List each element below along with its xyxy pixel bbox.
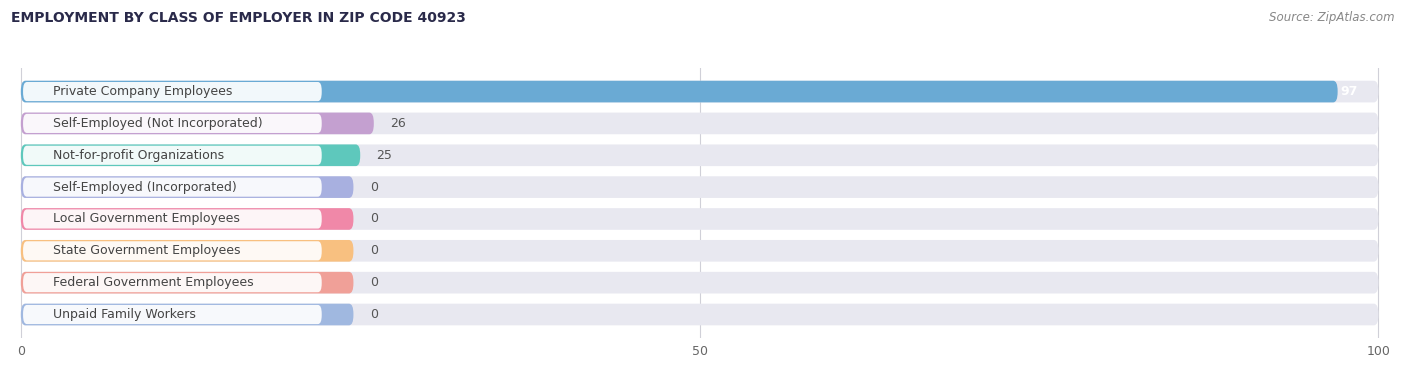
FancyBboxPatch shape — [21, 208, 1378, 230]
FancyBboxPatch shape — [21, 144, 360, 166]
Text: 0: 0 — [370, 180, 378, 194]
FancyBboxPatch shape — [21, 304, 1378, 325]
Text: 25: 25 — [377, 149, 392, 162]
Text: Self-Employed (Not Incorporated): Self-Employed (Not Incorporated) — [53, 117, 263, 130]
FancyBboxPatch shape — [21, 272, 1378, 294]
FancyBboxPatch shape — [21, 81, 1378, 102]
Text: 0: 0 — [370, 308, 378, 321]
FancyBboxPatch shape — [22, 241, 322, 260]
FancyBboxPatch shape — [21, 240, 1378, 262]
FancyBboxPatch shape — [21, 144, 1378, 166]
Text: Self-Employed (Incorporated): Self-Employed (Incorporated) — [53, 180, 236, 194]
FancyBboxPatch shape — [22, 177, 322, 197]
FancyBboxPatch shape — [21, 176, 1378, 198]
FancyBboxPatch shape — [22, 305, 322, 324]
Text: 0: 0 — [370, 244, 378, 257]
Text: Source: ZipAtlas.com: Source: ZipAtlas.com — [1270, 11, 1395, 24]
Text: 0: 0 — [370, 212, 378, 226]
Text: Federal Government Employees: Federal Government Employees — [53, 276, 253, 289]
FancyBboxPatch shape — [22, 209, 322, 229]
FancyBboxPatch shape — [21, 272, 353, 294]
FancyBboxPatch shape — [21, 112, 374, 134]
FancyBboxPatch shape — [21, 208, 353, 230]
Text: 26: 26 — [389, 117, 406, 130]
FancyBboxPatch shape — [22, 273, 322, 292]
FancyBboxPatch shape — [22, 82, 322, 101]
Text: Unpaid Family Workers: Unpaid Family Workers — [53, 308, 195, 321]
FancyBboxPatch shape — [21, 81, 1337, 102]
FancyBboxPatch shape — [21, 176, 353, 198]
Text: 97: 97 — [1341, 85, 1358, 98]
FancyBboxPatch shape — [21, 304, 353, 325]
Text: EMPLOYMENT BY CLASS OF EMPLOYER IN ZIP CODE 40923: EMPLOYMENT BY CLASS OF EMPLOYER IN ZIP C… — [11, 11, 467, 25]
Text: State Government Employees: State Government Employees — [53, 244, 240, 257]
FancyBboxPatch shape — [21, 112, 1378, 134]
Text: 0: 0 — [370, 276, 378, 289]
Text: Private Company Employees: Private Company Employees — [53, 85, 232, 98]
Text: Local Government Employees: Local Government Employees — [53, 212, 240, 226]
FancyBboxPatch shape — [21, 240, 353, 262]
Text: Not-for-profit Organizations: Not-for-profit Organizations — [53, 149, 224, 162]
FancyBboxPatch shape — [22, 146, 322, 165]
FancyBboxPatch shape — [22, 114, 322, 133]
